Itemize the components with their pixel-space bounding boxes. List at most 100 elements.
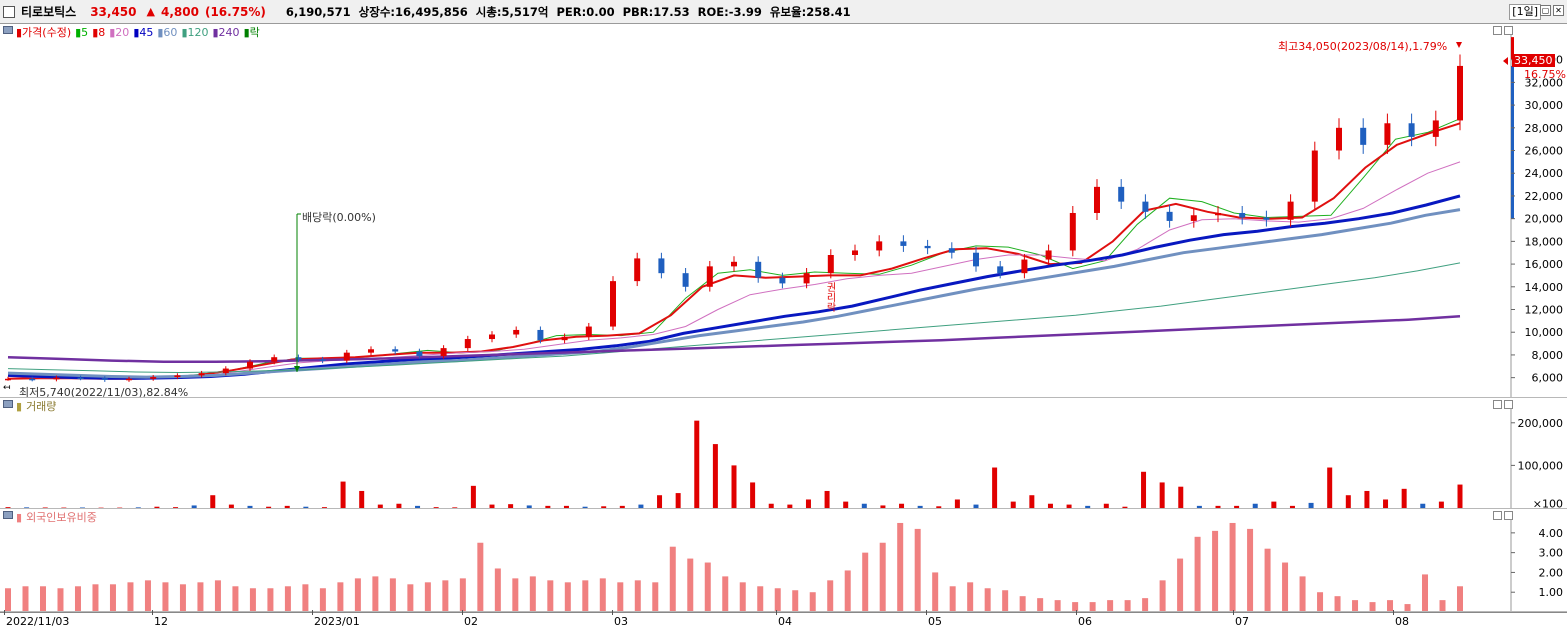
foreign-ownership-bar (144, 580, 151, 611)
foreign-ownership-bar (477, 542, 484, 611)
panel-menu-icon[interactable] (3, 26, 13, 34)
x-tick-label: 02 (464, 615, 478, 628)
x-tick-label: 08 (1395, 615, 1409, 628)
volume-bar (24, 507, 30, 508)
panel-menu-icon[interactable] (3, 400, 13, 408)
x-tick-label: 2022/11/03 (6, 615, 70, 628)
panel-close-icon[interactable] (1504, 400, 1513, 409)
date-axis[interactable]: 2022/11/03 12 2023/01 02 03 04 05 06 07 08 (0, 610, 1567, 630)
candle-body (1045, 250, 1052, 260)
stock-select-checkbox[interactable] (3, 5, 15, 18)
x-tick (612, 610, 613, 615)
foreign-ownership-bar (687, 558, 694, 611)
price-change: 4,800 (160, 4, 199, 19)
candle-body (1166, 211, 1173, 221)
volume-bar (452, 507, 458, 508)
foreign-ownership-bar (197, 582, 204, 611)
foreign-ownership-bar (809, 592, 816, 611)
foreign-ownership-bar (932, 572, 939, 611)
volume-bar (415, 505, 421, 508)
panel-restore-icon[interactable] (1493, 511, 1502, 520)
panel-close-icon[interactable] (1504, 511, 1513, 520)
candle-body (295, 357, 302, 360)
candle-body (803, 273, 810, 284)
foreign-ownership-bar (1229, 522, 1236, 611)
candle-body (489, 334, 495, 340)
volume-bar (1066, 504, 1072, 508)
candle-body (198, 373, 205, 376)
volume-legend-label: 거래량 (26, 400, 57, 413)
volume-bar (5, 507, 11, 508)
volume-bar (787, 504, 793, 508)
candle-body (924, 245, 931, 249)
low-arrow-icon: ↤ (3, 383, 11, 393)
foreign-ownership-bar (1054, 600, 1061, 611)
volume-bar (154, 506, 160, 508)
foreign-ownership-bar (5, 588, 11, 611)
foreign-ownership-bar (179, 584, 186, 611)
panel-close-icon[interactable] (1504, 26, 1513, 35)
volume-bar (1252, 503, 1258, 508)
y-tick-label: 10,000 (1525, 326, 1564, 339)
foreign-ownership-bar (967, 582, 974, 611)
period-selector[interactable]: [1일] (1509, 4, 1541, 20)
volume-bar (638, 504, 644, 508)
price-panel[interactable]: ▮가격(수정)▮5▮8▮20▮45▮60▮120▮240▮락 34,00032,… (0, 24, 1567, 398)
volume-bar (805, 499, 811, 508)
volume-panel[interactable]: ▮ 거래량 200,000 100,000 ×100 (0, 398, 1567, 509)
x-tick (152, 610, 153, 615)
up-arrow-icon: ▲ (146, 5, 155, 18)
dividend-marker-arrow (294, 366, 300, 372)
x-tick (4, 610, 5, 615)
x-tick (926, 610, 927, 615)
stock-name[interactable]: 티로보틱스 (21, 5, 77, 19)
candle-body (513, 329, 520, 335)
foreign-ownership-bar (1089, 602, 1096, 611)
candle-body (1263, 217, 1270, 220)
foreign-ownership-bar (652, 582, 659, 611)
market-cap: 시총:5,517억 (475, 4, 549, 19)
candle-body (1069, 212, 1076, 251)
candle-body (682, 273, 689, 287)
moving-average-120-line (7, 262, 1461, 374)
moving-average-5-line (7, 118, 1461, 380)
foreign-ownership-bar (949, 586, 956, 611)
panel-menu-icon[interactable] (3, 511, 13, 519)
candle-body (1408, 123, 1415, 137)
foreign-ownership-bar (319, 588, 326, 611)
volume-bar (843, 501, 849, 508)
foreign-ownership-bar (722, 576, 729, 611)
foreign-ownership-bar (267, 588, 274, 611)
volume-bar (42, 507, 48, 508)
candle-body (537, 329, 544, 341)
foreign-ownership-bar (1299, 576, 1306, 611)
y-tick-label: 6,000 (1532, 372, 1564, 385)
foreign-ownership-bar (1142, 598, 1149, 611)
volume-bar (1420, 503, 1426, 508)
volume-bar (1327, 467, 1333, 508)
foreign-ownership-bar (529, 576, 536, 611)
price-range-indicator (1511, 65, 1514, 219)
rights-label: 권리락 (824, 282, 835, 312)
y-tick-label: 12,000 (1525, 304, 1564, 317)
candle-body (731, 261, 737, 267)
volume-bar (228, 504, 234, 508)
foreign-ownership-bar (1002, 590, 1009, 611)
close-icon[interactable]: ✕ (1553, 5, 1564, 16)
foreign-ownership-bar (792, 590, 799, 611)
volume-bar (768, 503, 774, 508)
foreign-ownership-panel[interactable]: ▮ 외국인보유비중 4.00 3.00 2.00 1.00 (0, 509, 1567, 612)
moving-average-240-line (7, 315, 1461, 363)
panel-restore-icon[interactable] (1493, 26, 1502, 35)
volume-bar (1438, 501, 1444, 508)
volume-bar (1401, 488, 1407, 508)
current-price-pointer (1503, 57, 1508, 65)
foreign-ownership-bar (634, 580, 641, 611)
candle-body (1118, 186, 1125, 202)
y-tick-label: 1.00 (1539, 586, 1564, 599)
panel-restore-icon[interactable] (1493, 400, 1502, 409)
restore-icon[interactable]: ▢ (1540, 5, 1551, 16)
volume-bar (1289, 505, 1295, 508)
volume-bar (359, 490, 365, 508)
price-chart: 34,00032,00030,00028,00026,00024,00022,0… (5, 34, 1564, 397)
